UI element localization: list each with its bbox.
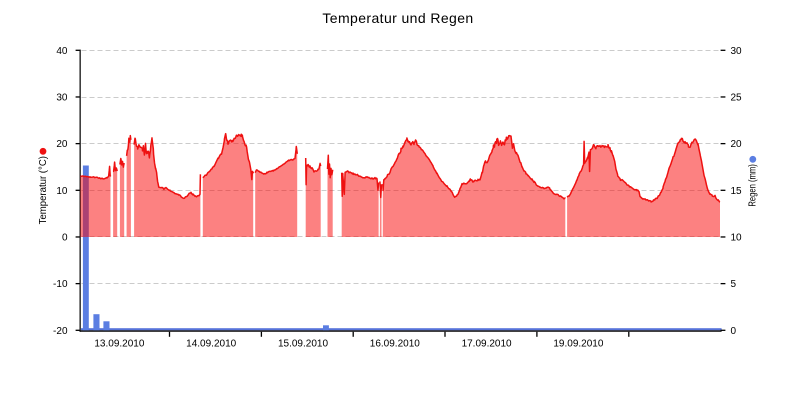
svg-text:20: 20 <box>56 139 68 150</box>
svg-text:10: 10 <box>56 186 68 197</box>
svg-text:-10: -10 <box>53 279 68 290</box>
svg-text:13.09.2010: 13.09.2010 <box>94 339 144 350</box>
svg-text:30: 30 <box>731 46 743 57</box>
svg-text:25: 25 <box>731 93 743 104</box>
svg-text:0: 0 <box>62 233 68 244</box>
svg-text:15: 15 <box>731 186 743 197</box>
svg-text:16.09.2010: 16.09.2010 <box>370 339 420 350</box>
svg-text:5: 5 <box>731 279 737 290</box>
svg-text:15.09.2010: 15.09.2010 <box>278 339 328 350</box>
svg-text:Temperatur (°C): Temperatur (°C) <box>38 156 49 224</box>
svg-text:10: 10 <box>731 233 743 244</box>
svg-text:Regen (mm): Regen (mm) <box>748 164 759 207</box>
svg-text:14.09.2010: 14.09.2010 <box>186 339 236 350</box>
svg-text:40: 40 <box>56 46 68 57</box>
svg-text:0: 0 <box>731 326 737 337</box>
svg-text:Temperatur und Regen: Temperatur und Regen <box>322 10 473 26</box>
svg-text:17.09.2010: 17.09.2010 <box>462 339 512 350</box>
svg-text:19.09.2010: 19.09.2010 <box>553 339 603 350</box>
svg-text:20: 20 <box>731 139 743 150</box>
svg-text:-20: -20 <box>53 326 68 337</box>
svg-text:30: 30 <box>56 93 68 104</box>
